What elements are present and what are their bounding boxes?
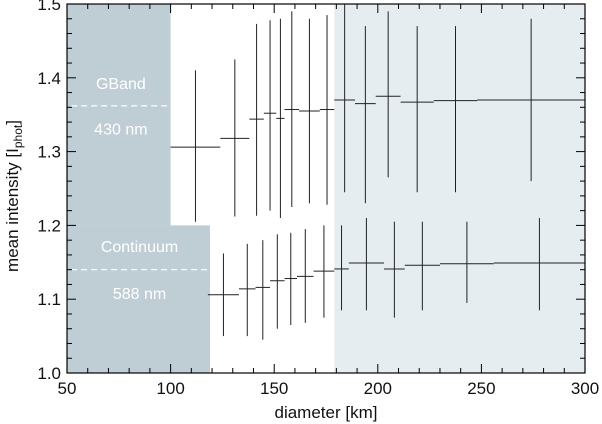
y-tick-label: 1.2 — [37, 216, 61, 235]
y-axis-title-main: mean intensity [I — [3, 148, 22, 272]
shaded-region-0 — [67, 4, 171, 226]
shaded-region-2 — [334, 4, 585, 373]
y-axis-title: mean intensity [Iphot] — [3, 120, 25, 272]
shaded-regions — [67, 4, 585, 373]
gband-annotation-label-top: GBand — [96, 76, 146, 93]
y-tick-label: 1.1 — [37, 290, 61, 309]
annotations: GBand 430 nm Continuum 588 nm — [71, 76, 208, 303]
continuum-annotation-label-bottom: 588 nm — [113, 286, 166, 303]
x-tick-label: 200 — [364, 379, 392, 398]
axes: 50 100 150 200 250 300 1.0 1.1 1.2 1.3 1.4 1.5 — [37, 0, 599, 398]
error-bars — [170, 4, 585, 340]
y-axis-title-sub: phot — [11, 124, 25, 148]
continuum-annotation-label-top: Continuum — [101, 239, 178, 256]
x-tick-label: 300 — [571, 379, 599, 398]
y-tick-label: 1.0 — [37, 364, 61, 383]
gband-annotation-label-bottom: 430 nm — [94, 122, 147, 139]
x-tick-label: 250 — [467, 379, 495, 398]
x-axis-title: diameter [km] — [275, 403, 378, 422]
y-tick-label: 1.4 — [37, 69, 61, 88]
y-axis-title-close: ] — [3, 120, 22, 125]
x-tick-label: 150 — [260, 379, 288, 398]
shaded-region-1 — [67, 225, 210, 373]
plot-frame — [66, 3, 586, 374]
y-tick-label: 1.3 — [37, 143, 61, 162]
x-tick-label: 50 — [58, 379, 77, 398]
x-tick-label: 100 — [156, 379, 184, 398]
y-tick-label: 1.5 — [37, 0, 61, 14]
